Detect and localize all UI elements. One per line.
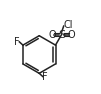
Text: F: F	[42, 72, 48, 82]
Text: F: F	[14, 37, 20, 47]
Text: O: O	[67, 30, 75, 40]
Text: S: S	[58, 30, 65, 40]
Text: O: O	[48, 30, 56, 40]
Text: Cl: Cl	[64, 20, 73, 30]
